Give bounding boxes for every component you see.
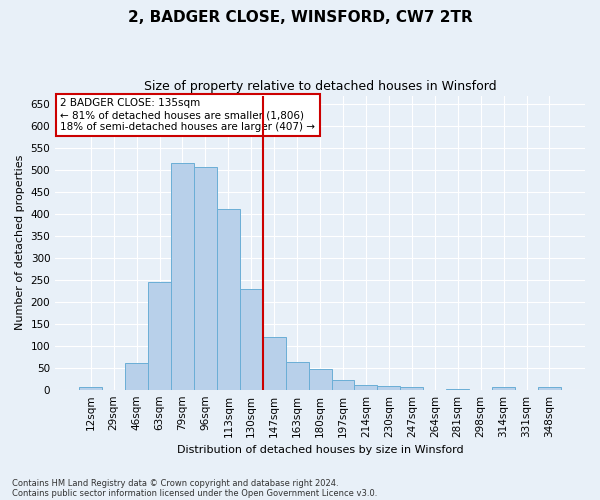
Bar [148,282,171,390]
Bar [377,386,400,390]
Bar [400,388,423,390]
Bar [286,362,308,390]
Text: Contains public sector information licensed under the Open Government Licence v3: Contains public sector information licen… [12,488,377,498]
Bar [125,364,148,390]
Bar [446,389,469,390]
Bar [194,167,217,390]
Text: 2, BADGER CLOSE, WINSFORD, CW7 2TR: 2, BADGER CLOSE, WINSFORD, CW7 2TR [128,10,472,25]
Y-axis label: Number of detached properties: Number of detached properties [15,155,25,330]
Bar [492,388,515,390]
Text: Contains HM Land Registry data © Crown copyright and database right 2024.: Contains HM Land Registry data © Crown c… [12,478,338,488]
Bar [217,210,240,390]
Bar [171,162,194,390]
Title: Size of property relative to detached houses in Winsford: Size of property relative to detached ho… [144,80,496,93]
Bar [538,388,561,390]
Bar [240,288,263,390]
Bar [79,388,102,390]
Bar [355,386,377,390]
Bar [332,380,355,390]
Bar [308,369,332,390]
Bar [263,337,286,390]
Text: 2 BADGER CLOSE: 135sqm
← 81% of detached houses are smaller (1,806)
18% of semi-: 2 BADGER CLOSE: 135sqm ← 81% of detached… [61,98,316,132]
X-axis label: Distribution of detached houses by size in Winsford: Distribution of detached houses by size … [177,445,463,455]
